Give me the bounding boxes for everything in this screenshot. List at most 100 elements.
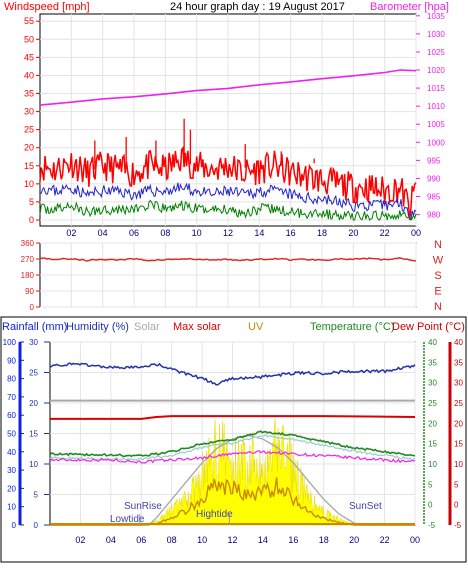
temperature-tick-label: 15 bbox=[428, 440, 437, 449]
sunset-label: SunSet bbox=[349, 501, 382, 512]
x-tick-label: 06 bbox=[129, 228, 139, 238]
windspeed-axis-label: Windspeed [mph] bbox=[4, 1, 90, 13]
x-tick-label: 14 bbox=[254, 228, 264, 238]
humidity-tick-label: 25 bbox=[29, 369, 38, 378]
humidity-line bbox=[49, 362, 416, 386]
rainfall-tick-label: 40 bbox=[7, 448, 16, 457]
solar-legend: Solar bbox=[134, 321, 160, 333]
x-tick-label: 08 bbox=[160, 228, 170, 238]
direction-tick-label: 90 bbox=[25, 287, 34, 296]
barometer-tick-label: 1025 bbox=[427, 48, 445, 57]
compass-label: N bbox=[434, 301, 442, 313]
temperature-tick-label: 25 bbox=[428, 399, 437, 408]
dewpoint-tick-label: 20 bbox=[454, 419, 463, 428]
direction-tick-label: 0 bbox=[30, 303, 35, 312]
compass-label: S bbox=[434, 270, 441, 282]
windspeed-average-line bbox=[40, 182, 417, 221]
barometer-tick-label: 1035 bbox=[427, 12, 445, 21]
wind-panel-series bbox=[39, 69, 417, 221]
rainfall-tick-label: 0 bbox=[12, 521, 17, 530]
x-tick-label: 20 bbox=[349, 535, 359, 545]
wind-panel-gridlines bbox=[40, 14, 417, 226]
rainfall-tick-label: 60 bbox=[7, 411, 16, 420]
barometer-tick-label: 995 bbox=[427, 156, 441, 165]
rainfall-tick-label: 100 bbox=[3, 338, 17, 347]
windspeed-tick-label: 5 bbox=[29, 197, 34, 207]
windspeed-tick-label: 20 bbox=[24, 143, 34, 153]
x-tick-label: 08 bbox=[167, 535, 177, 545]
barometer-tick-label: 1010 bbox=[427, 102, 445, 111]
windspeed-axis-ticks: 0 5 10 15 20 25 30 35 40 45 50 55 bbox=[24, 16, 40, 225]
temperature-tick-label: 40 bbox=[428, 338, 437, 347]
temperature-tick-label: 10 bbox=[428, 460, 437, 469]
dewpoint-tick-label: 10 bbox=[454, 460, 463, 469]
temperature-shadow-line bbox=[49, 433, 416, 462]
dewpoint-tick-label: 5 bbox=[454, 480, 459, 489]
humidity-tick-label: 20 bbox=[29, 399, 38, 408]
x-tick-label: 12 bbox=[227, 535, 237, 545]
x-tick-label: 18 bbox=[319, 535, 329, 545]
uv-legend: UV bbox=[248, 321, 264, 333]
temperature-tick-label: 0 bbox=[428, 501, 433, 510]
x-tick-label: 12 bbox=[223, 228, 233, 238]
humidity-legend: Humidity (%) bbox=[66, 321, 129, 333]
temperature-line bbox=[49, 430, 416, 458]
windspeed-tick-label: 15 bbox=[24, 161, 34, 171]
rainfall-tick-label: 80 bbox=[7, 375, 16, 384]
max-solar-legend: Max solar bbox=[173, 321, 221, 333]
temperature-tick-label: 30 bbox=[428, 379, 437, 388]
dewpoint-tick-label: 30 bbox=[454, 379, 463, 388]
direction-tick-label: 180 bbox=[21, 271, 35, 280]
lowtide-label: Lowtide bbox=[110, 514, 145, 525]
temperature-legend: Temperature (°C) bbox=[310, 321, 394, 333]
windspeed-tick-label: 0 bbox=[29, 215, 34, 225]
windspeed-tick-label: 30 bbox=[24, 107, 34, 117]
barometer-tick-label: 1030 bbox=[427, 30, 445, 39]
dewpoint-tick-label: 0 bbox=[454, 501, 459, 510]
dewpoint-tick-label: 15 bbox=[454, 440, 463, 449]
windspeed-tick-label: 25 bbox=[24, 125, 34, 135]
barometer-tick-label: 980 bbox=[427, 211, 441, 220]
x-tick-label: 04 bbox=[106, 535, 116, 545]
barometer-tick-label: 1005 bbox=[427, 120, 445, 129]
humidity-tick-label: 15 bbox=[29, 430, 38, 439]
dewpoint-tick-label: 35 bbox=[454, 358, 463, 367]
barometer-tick-label: 1015 bbox=[427, 84, 445, 93]
x-tick-label: 02 bbox=[75, 535, 85, 545]
humidity-tick-label: 0 bbox=[34, 521, 39, 530]
direction-tick-label: 270 bbox=[21, 255, 35, 264]
barometer-axis-ticks: 980 985 990 995 1000 1005 1010 1015 1020 1025 1030… bbox=[416, 12, 445, 220]
rainfall-tick-label: 30 bbox=[7, 466, 16, 475]
humidity-tick-label: 5 bbox=[34, 491, 39, 500]
x-tick-label: 16 bbox=[286, 228, 296, 238]
x-tick-label: 16 bbox=[288, 535, 298, 545]
x-tick-label: 10 bbox=[197, 535, 207, 545]
rainfall-tick-label: 10 bbox=[7, 503, 16, 512]
barometer-tick-label: 1020 bbox=[427, 66, 445, 75]
windspeed-tick-label: 45 bbox=[24, 52, 34, 62]
windspeed-tick-label: 40 bbox=[24, 70, 34, 80]
x-tick-label: 06 bbox=[136, 535, 146, 545]
dewpoint-legend: Dew Point (°C) bbox=[392, 321, 465, 333]
barometer-tick-label: 1000 bbox=[427, 138, 445, 147]
x-tick-label: 00 bbox=[410, 535, 420, 545]
compass-label: W bbox=[433, 255, 444, 267]
x-tick-label: 22 bbox=[380, 228, 390, 238]
compass-label: N bbox=[434, 239, 442, 251]
climate-axes: 0 10 20 30 40 50 60 70 80 90 100 0 5 10 15 20 25 30 -5 -5 0 0… bbox=[3, 338, 464, 530]
barometer-axis-label: Barometer [hpa] bbox=[370, 1, 449, 13]
chart-title: 24 hour graph day : 19 August 2017 bbox=[170, 1, 345, 13]
windspeed-tick-label: 10 bbox=[24, 179, 34, 189]
humidity-tick-label: 30 bbox=[29, 338, 38, 347]
barometer-tick-label: 990 bbox=[427, 174, 441, 183]
humidity-tick-label: 10 bbox=[29, 460, 38, 469]
dewpoint-tick-label: 40 bbox=[454, 338, 463, 347]
x-tick-label: 20 bbox=[348, 228, 358, 238]
rainfall-tick-label: 70 bbox=[7, 393, 16, 402]
x-tick-label: 00 bbox=[411, 228, 421, 238]
climate-series bbox=[49, 362, 416, 526]
windspeed-gust-line bbox=[39, 146, 417, 221]
